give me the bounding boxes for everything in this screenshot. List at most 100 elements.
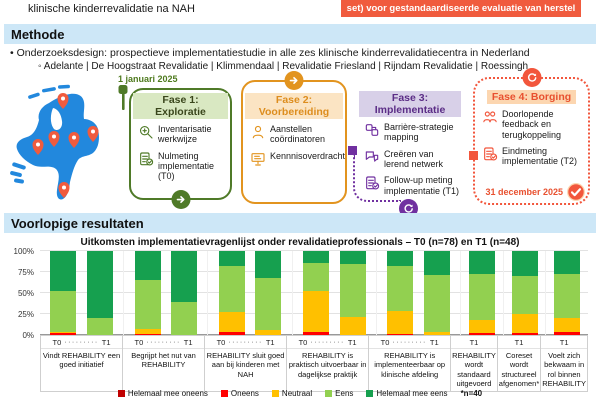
bar-segment — [387, 310, 414, 335]
bar-segment — [303, 291, 330, 333]
stacked-bar-t1 — [339, 251, 366, 335]
stacked-bar-t0 — [218, 251, 245, 335]
bar-segment — [554, 318, 581, 333]
bar-segment — [468, 333, 495, 335]
t-label: T1 — [514, 337, 524, 347]
phase-4-header: Fase 4: Borging — [486, 90, 577, 104]
check-circle-icon — [566, 182, 586, 202]
axis-dots: ········· — [146, 338, 181, 346]
person-icon — [250, 124, 266, 140]
bar-segment — [387, 334, 414, 335]
y-tick: 75% — [17, 268, 34, 277]
bar-segment — [218, 312, 245, 333]
stacked-bar-t1 — [171, 251, 198, 335]
bar-segment — [554, 251, 581, 274]
netherlands-landmass — [16, 93, 99, 200]
stacked-bar-t1 — [86, 251, 113, 335]
t-label: T1 — [183, 337, 193, 347]
t-row: T0 ········· T1 — [287, 336, 369, 349]
bar-segment — [423, 274, 450, 332]
bar-segment — [554, 273, 581, 319]
x-category: T0 ········· T1 REHABILITY is praktisch uit… — [286, 335, 370, 392]
phase-2-voorbereiding: Fase 2: Voorbereiding Aanstellen coördin… — [241, 71, 347, 204]
results-chart: Uitkomsten implementatievragenlijst onde… — [0, 236, 600, 400]
chart-group — [502, 251, 546, 335]
legend-item: Helemaal mee oneens — [117, 389, 208, 398]
y-tick: 0% — [22, 331, 34, 340]
bar-segment — [134, 279, 161, 330]
map-pin — [48, 131, 60, 147]
map-pin — [87, 126, 99, 142]
bar-segment — [218, 266, 245, 313]
legend-swatch — [366, 390, 374, 397]
map-pin — [32, 139, 44, 155]
t-row: T1 — [497, 336, 541, 349]
bar-segment — [511, 251, 538, 277]
bar-segment — [218, 332, 245, 335]
map-pin — [58, 182, 70, 198]
bar-segment — [339, 317, 366, 335]
chart-group — [207, 251, 291, 335]
stacked-bar-t1 — [468, 251, 495, 335]
legend-label: Neutraal — [281, 389, 313, 398]
legend-label: Helemaal mee oneens — [127, 389, 208, 398]
bar-segment — [303, 332, 330, 335]
phase-3-item: Follow-up meting implementatie (T1) — [357, 175, 463, 196]
legend-swatch — [325, 390, 333, 397]
t-row: T0 ········· T1 — [369, 336, 451, 349]
phase-3-item: Barrière-strategie mapping — [357, 122, 463, 143]
phase-1-exploratie: Fase 1: Exploratie Inventarisatie werkwi… — [129, 88, 232, 209]
stacked-bar-t1 — [554, 251, 581, 335]
t-label: T1 — [347, 337, 357, 347]
bar-segment — [511, 333, 538, 335]
arrow-circle-icon — [284, 71, 304, 90]
phase-1-header: Fase 1: Exploratie — [132, 93, 229, 119]
bar-segment — [50, 251, 77, 291]
bar-segment — [339, 264, 366, 318]
t-row: T0 ········· T1 — [41, 336, 123, 349]
phase-3-implementatie: Fase 3: Implementatie Barrière-strategie… — [348, 88, 463, 218]
bar-segment — [134, 334, 161, 335]
y-tick: 100% — [13, 247, 34, 256]
t-row: T0 ········· T1 — [205, 336, 287, 349]
x-category-label: REHABILITY wordt standaard uitgevoerd — [452, 351, 496, 389]
map-pin — [57, 93, 69, 109]
end-date-label: 31 december 2025 — [485, 187, 563, 197]
ijsselmeer-lake — [50, 108, 63, 131]
intro-text: klinische kinderrevalidatie na NAH — [28, 3, 195, 15]
people-icon — [482, 109, 498, 125]
phase-4-item: Eindmeting implementatie (T2) — [475, 146, 588, 167]
timeline-node — [469, 151, 478, 160]
bar-segment — [468, 251, 495, 274]
legend-item: Helemaal mee eens — [366, 389, 448, 398]
bar-segment — [468, 273, 495, 320]
bar-segment — [387, 266, 414, 311]
bar-segment — [134, 329, 161, 335]
x-category: T0 ········· T1 Begrijpt het nut van REHABI… — [122, 335, 206, 392]
chart-legend: Helemaal mee oneens Oneens Neutraal Eens Hel… — [0, 389, 600, 398]
results-title: Voorlopige resultaten — [11, 215, 144, 231]
legend-swatch — [271, 390, 279, 397]
axis-dots: ········· — [310, 338, 345, 346]
t-row: T0 ········· T1 — [123, 336, 205, 349]
x-category-label: Begrijpt het nut van REHABILITY — [131, 351, 196, 370]
checklist-icon — [482, 146, 498, 162]
x-category-label: REHABILITY is praktisch uitvoerbaar in d… — [288, 351, 367, 379]
phase-3-header: Fase 3: Implementatie — [359, 91, 461, 117]
phase-2-header: Fase 2: Voorbereiding — [245, 93, 343, 119]
axis-dots: ········· — [228, 338, 263, 346]
map-pin — [68, 132, 80, 148]
bar-segment — [255, 277, 282, 330]
x-category-label: Vindt REHABILITY een goed initiatief — [42, 351, 121, 370]
legend-swatch — [117, 390, 125, 397]
x-category: T0 ········· T1 REHABILITY sluit goed aan b… — [204, 335, 288, 392]
bar-segment — [554, 332, 581, 335]
chart-group — [40, 251, 123, 335]
results-section-header: Voorlopige resultaten — [4, 213, 596, 233]
x-category-label: Voelt zich bekwaam in rol binnen REHABIL… — [542, 351, 587, 389]
research-design-bullet: Onderzoeksdesign: prospectieve implement… — [10, 47, 530, 59]
phase-1-item: Nulmeting implementatie (T0) — [131, 151, 230, 182]
bar-segment — [171, 302, 198, 335]
t-row: T1 — [541, 336, 587, 349]
bar-segment — [86, 251, 113, 319]
